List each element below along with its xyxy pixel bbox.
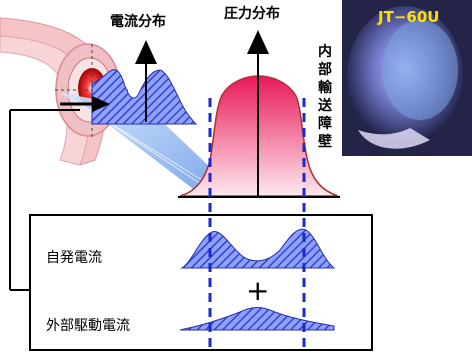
barrier-char-6: 壁: [318, 133, 332, 150]
neutral-beam: [58, 92, 215, 198]
beam-arrowhead: [92, 96, 110, 112]
plus-sign: +: [246, 274, 269, 307]
photo-label: JT−60U: [377, 8, 439, 26]
barrier-char-5: 障: [318, 115, 332, 132]
bootstrap-current-label: 自発電流: [46, 250, 102, 266]
current-profile-shape: [91, 69, 198, 125]
current-profile-label: 電流分布: [110, 13, 166, 30]
barrier-char-3: 輸: [318, 79, 333, 96]
barrier-char-2: 部: [318, 61, 332, 78]
external-drive-current-label: 外部駆動電流: [46, 318, 130, 334]
pressure-profile-label: 圧力分布: [224, 5, 280, 22]
internal-barrier-label: 内 部 輸 送 障 壁: [317, 43, 333, 150]
pressure-profile-arrowhead: [247, 30, 269, 54]
current-profile-arrowhead: [135, 40, 157, 64]
barrier-char-4: 送: [317, 97, 333, 114]
external-drive-current-shape: [179, 307, 335, 331]
barrier-char-1: 内: [318, 43, 332, 60]
jt60u-photo: JT−60U: [342, 0, 472, 156]
